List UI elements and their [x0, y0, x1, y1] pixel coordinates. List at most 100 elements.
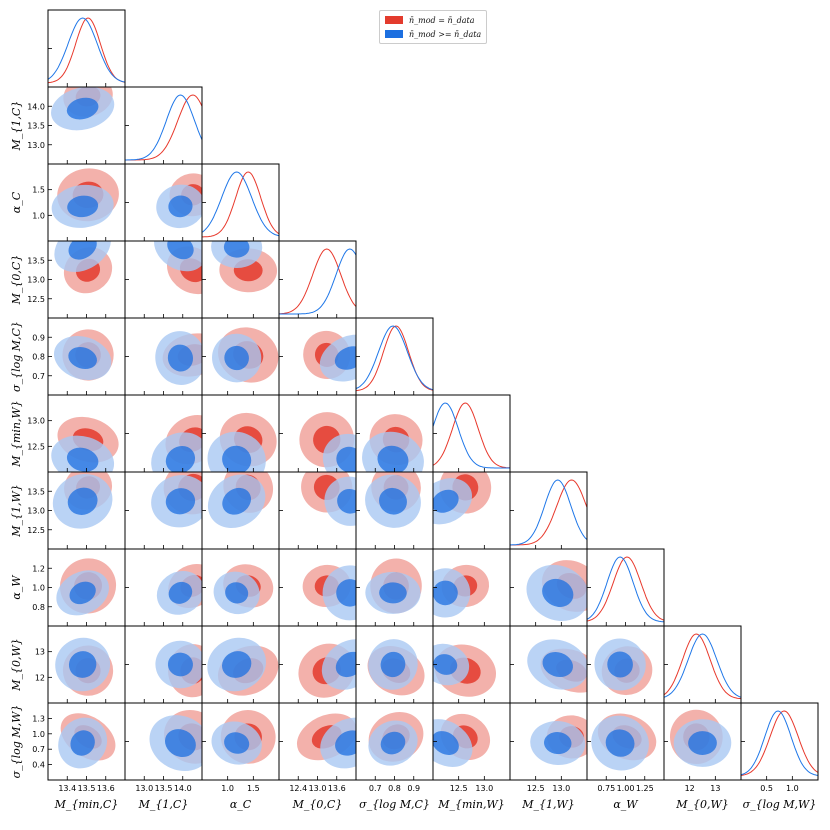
contour-panel-6-3 — [278, 471, 357, 550]
contour-panel-1-0 — [47, 86, 126, 165]
legend-label-red: n̄_mod = n̄_data — [409, 15, 475, 25]
hist-line-blue-8 — [664, 633, 741, 698]
contour-inner-blue — [543, 732, 572, 755]
contour-panel-8-0 — [47, 625, 126, 704]
y-tick-label: 0.4 — [32, 761, 45, 770]
hist-line-blue-9 — [741, 710, 818, 776]
panel-frame — [663, 625, 742, 704]
x-tick-label: 1.5 — [247, 784, 260, 793]
y-axis-label: σ_{log M,C} — [10, 321, 23, 392]
x-tick-label: 12 — [685, 784, 695, 793]
y-tick-label: 13.0 — [27, 141, 45, 150]
contour-inner-blue — [379, 487, 407, 515]
x-tick-label: 0.7 — [369, 784, 382, 793]
contour-panel-2-1 — [124, 163, 203, 242]
hist-line-blue-1 — [125, 94, 202, 161]
y-tick-label: 12.5 — [27, 526, 45, 535]
legend-entry-blue: n̄_mod >= n̄_data — [385, 28, 481, 40]
contour-inner-blue — [605, 729, 635, 757]
hist-line-red-1 — [125, 94, 202, 161]
x-tick-label: 13.4 — [58, 784, 76, 793]
hist-line-red-7 — [587, 556, 664, 622]
contour-inner-blue — [167, 652, 193, 677]
contour-inner-blue — [167, 344, 194, 372]
hist-line-red-5 — [433, 402, 510, 469]
hist-line-red-4 — [356, 325, 433, 392]
contour-inner-blue — [222, 487, 251, 515]
contour-inner-blue — [336, 446, 356, 472]
contour-inner-blue — [542, 651, 573, 678]
contour-inner-blue — [380, 651, 406, 678]
y-tick-label: 13.0 — [27, 276, 45, 285]
x-tick-label: 14.0 — [174, 784, 192, 793]
y-tick-label: 13.0 — [27, 507, 45, 516]
contour-panel-9-2 — [201, 702, 280, 781]
hist-panel-8 — [663, 625, 742, 704]
hist-line-blue-0 — [48, 17, 125, 83]
x-tick-label: 12.5 — [450, 784, 468, 793]
x-axis-label: α_W — [613, 798, 639, 811]
x-axis-label: M_{0,C} — [292, 798, 343, 811]
hist-line-blue-6 — [510, 479, 587, 546]
x-axis-label: M_{1,C} — [138, 798, 189, 811]
contour-panel-6-5 — [432, 471, 511, 550]
contour-inner-blue — [66, 97, 99, 120]
contour-panel-4-1 — [124, 317, 203, 396]
y-tick-label: 13 — [35, 648, 45, 657]
hist-panel-6 — [509, 471, 588, 550]
contour-inner-blue — [66, 447, 99, 472]
contour-inner-blue — [222, 445, 252, 472]
contour-inner-blue — [379, 582, 407, 604]
y-tick-label: 14.0 — [27, 102, 45, 111]
y-tick-label: 0.7 — [32, 372, 45, 381]
contour-panel-4-0 — [47, 317, 126, 396]
contour-inner-blue — [334, 346, 356, 370]
contour-panel-2-0 — [47, 163, 126, 242]
contour-panel-5-2 — [201, 394, 280, 473]
contour-inner-blue — [335, 730, 356, 756]
contour-panel-7-4 — [355, 548, 434, 627]
contour-inner-blue — [433, 654, 458, 675]
x-axis-label: σ_{log M,W} — [743, 798, 817, 811]
x-tick-label: 13.0 — [135, 784, 153, 793]
contour-inner-blue — [337, 488, 356, 514]
legend-swatch-blue — [385, 30, 403, 38]
contour-panel-6-2 — [201, 471, 280, 550]
contour-panel-7-3 — [278, 548, 357, 627]
x-tick-label: 13 — [710, 784, 720, 793]
x-tick-label: 1.25 — [636, 784, 654, 793]
x-tick-label: 13.0 — [552, 784, 570, 793]
contour-panel-4-2 — [201, 317, 280, 396]
x-tick-label: 12.5 — [527, 784, 545, 793]
y-tick-label: 13.5 — [27, 256, 45, 265]
y-tick-label: 1.5 — [32, 186, 45, 195]
contour-panel-9-5 — [432, 702, 511, 781]
contour-inner-blue — [336, 579, 356, 607]
panel-frame — [432, 394, 511, 473]
contour-panel-6-1 — [124, 471, 203, 550]
y-axis-label: M_{min,W} — [10, 400, 23, 468]
contour-panel-5-1 — [124, 394, 203, 473]
contour-panel-6-4 — [355, 471, 434, 550]
x-axis-label: M_{1,W} — [521, 798, 575, 811]
hist-panel-0 — [47, 9, 126, 88]
y-tick-label: 0.7 — [32, 745, 45, 754]
contour-panel-9-7 — [586, 702, 665, 781]
contour-panel-7-1 — [124, 548, 203, 627]
contour-inner-blue — [688, 731, 717, 755]
x-tick-label: 1.0 — [221, 784, 234, 793]
hist-line-blue-2 — [202, 171, 279, 237]
hist-line-blue-7 — [587, 556, 664, 623]
contour-inner-blue — [607, 651, 633, 678]
x-tick-label: 0.9 — [407, 784, 420, 793]
y-tick-label: 13.0 — [27, 417, 45, 426]
x-tick-label: 0.75 — [597, 784, 615, 793]
contour-inner-blue — [67, 487, 98, 515]
hist-line-blue-4 — [356, 325, 433, 391]
x-tick-label: 13.0 — [475, 784, 493, 793]
hist-panel-3 — [278, 240, 357, 319]
y-axis-label: α_W — [10, 574, 23, 600]
panel-frame — [124, 86, 203, 165]
contour-panel-9-3 — [278, 702, 357, 781]
